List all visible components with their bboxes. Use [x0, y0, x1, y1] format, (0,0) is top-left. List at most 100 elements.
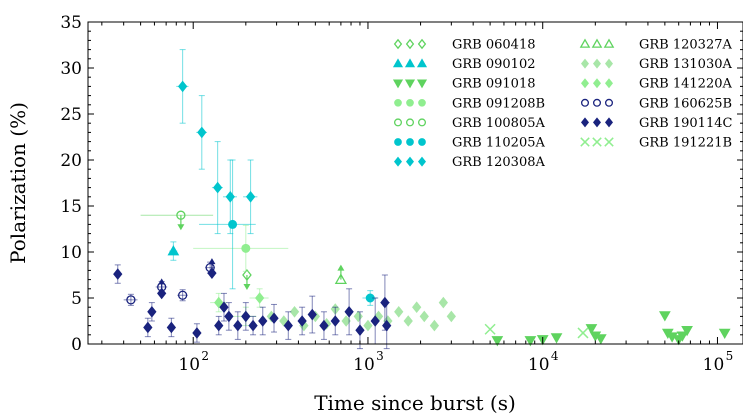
legend-marker	[394, 98, 402, 107]
data-point	[269, 312, 279, 325]
legend-marker	[416, 58, 428, 68]
legend-item: GRB 100805A	[393, 116, 545, 131]
legend-marker	[580, 117, 590, 128]
plot-frame	[87, 21, 743, 345]
y-tick-label: 5	[71, 289, 82, 309]
data-point	[419, 310, 429, 323]
data-point	[718, 328, 731, 339]
x-tick-exponent: 3	[376, 349, 384, 363]
data-point	[241, 243, 251, 253]
data-point	[681, 325, 693, 337]
legend-label: GRB 091208B	[452, 96, 545, 111]
legend-marker	[392, 58, 404, 68]
limit-arrow-head	[158, 278, 166, 285]
data-point	[319, 319, 329, 332]
data-point	[289, 305, 300, 318]
data-point	[353, 310, 363, 323]
y-tick-label: 25	[60, 105, 82, 125]
data-point	[577, 327, 589, 339]
x-tick-exponent: 5	[726, 349, 734, 363]
legend-marker	[604, 58, 614, 69]
legend-marker	[580, 98, 590, 107]
data-point	[484, 323, 496, 335]
legend-item: GRB 160625B	[580, 96, 732, 111]
data-point	[166, 321, 177, 334]
y-axis-label: Polarization (%)	[6, 102, 30, 264]
legend-marker	[580, 78, 590, 89]
legend-label: GRB 091018	[452, 77, 535, 92]
x-tick-exponent: 4	[551, 349, 559, 363]
legend-marker	[592, 58, 602, 69]
data-point	[297, 315, 307, 327]
legend-marker	[604, 98, 614, 107]
x-axis-label: Time since burst (s)	[314, 391, 516, 415]
legend-item: GRB 190114C	[580, 116, 732, 131]
data-point	[178, 80, 188, 93]
legend: GRB 060418 GRB 090102 GRB 091018 GRB 091208…	[392, 38, 732, 170]
y-tick-label: 20	[60, 151, 82, 171]
legend-item: GRB 141220A	[580, 77, 732, 92]
legend-marker	[604, 117, 614, 128]
legend-label: GRB 160625B	[639, 96, 732, 111]
data-point	[394, 305, 404, 318]
data-point	[157, 287, 167, 300]
y-tick-label: 30	[60, 59, 82, 79]
data-point	[307, 308, 317, 321]
data-point	[126, 295, 136, 305]
legend-marker	[591, 38, 603, 48]
legend-item: GRB 091018	[392, 77, 535, 92]
x-tick-label: 10	[178, 355, 200, 375]
data-point	[242, 268, 252, 282]
data-point	[177, 290, 188, 300]
legend-marker	[604, 78, 614, 89]
legend-label: GRB 190114C	[639, 116, 732, 131]
data-point	[363, 319, 373, 332]
data-point	[658, 311, 671, 322]
data-point	[176, 210, 186, 220]
data-point	[370, 315, 380, 327]
legend-label: GRB 120327A	[639, 38, 732, 53]
series-0	[242, 268, 252, 290]
data-point	[228, 219, 238, 229]
series-4	[140, 210, 214, 231]
series-5	[199, 159, 378, 306]
legend-marker	[405, 118, 415, 127]
data-point	[403, 315, 413, 327]
data-point	[491, 336, 504, 347]
legend-label: GRB 120308A	[452, 155, 545, 170]
series-12	[484, 323, 589, 339]
legend-item: GRB 110205A	[394, 136, 545, 151]
legend-marker	[580, 137, 590, 147]
data-point	[429, 319, 440, 332]
legend-marker	[406, 138, 414, 146]
x-tick-exponent: 2	[201, 349, 209, 363]
data-point	[594, 334, 607, 345]
legend-item: GRB 131030A	[580, 57, 732, 72]
data-point	[245, 190, 256, 203]
data-point	[207, 267, 217, 279]
legend-label: GRB 141220A	[639, 77, 732, 92]
legend-marker	[417, 118, 427, 127]
y-tick-label: 10	[60, 243, 82, 263]
series-10	[123, 261, 215, 306]
series-7	[334, 264, 348, 284]
data-point	[676, 331, 689, 342]
legend-marker	[418, 98, 426, 107]
data-point	[283, 319, 293, 332]
data-points-layer	[113, 49, 731, 350]
legend-marker	[417, 156, 427, 167]
legend-marker	[406, 98, 414, 107]
x-tick-label: 10	[703, 355, 725, 375]
legend-label: GRB 110205A	[452, 136, 545, 151]
data-point	[344, 305, 354, 318]
limit-arrow-head	[177, 224, 185, 231]
data-point	[241, 310, 251, 323]
legend-marker	[592, 117, 602, 128]
series-11	[113, 258, 392, 350]
legend-label: GRB 191221B	[639, 136, 732, 151]
limit-arrow-head	[337, 264, 345, 271]
data-point	[438, 296, 448, 309]
series-2	[491, 311, 731, 347]
data-point	[330, 315, 340, 327]
